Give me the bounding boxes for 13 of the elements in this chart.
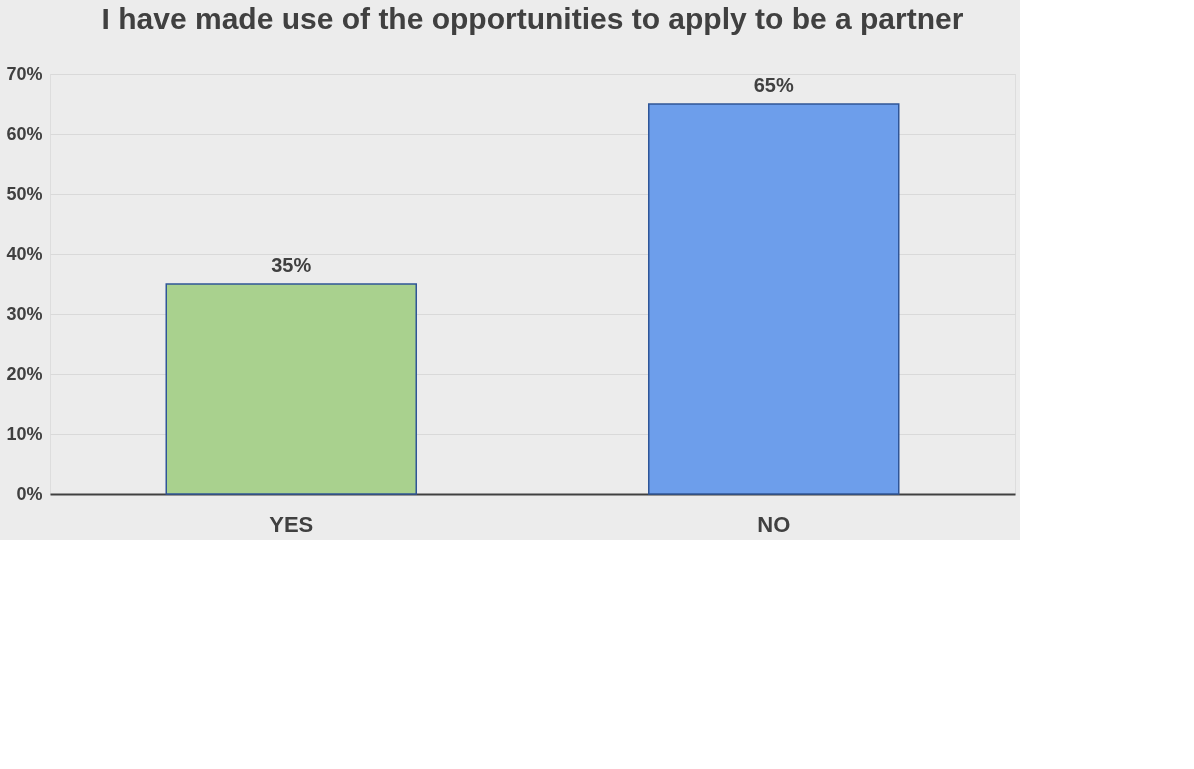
y-tick-label: 30% xyxy=(6,303,43,324)
y-tick-label: 60% xyxy=(6,123,43,144)
y-tick-label: 10% xyxy=(6,423,43,444)
chart-title: I have made use of the opportunities to apply to be a partner xyxy=(101,2,964,35)
y-tick-label: 50% xyxy=(6,183,43,204)
data-label: 35% xyxy=(271,254,312,276)
x-tick-label: YES xyxy=(269,511,314,537)
y-tick-label: 20% xyxy=(6,363,43,384)
y-tick-label: 0% xyxy=(16,483,43,504)
y-tick-label: 70% xyxy=(6,63,43,84)
data-label: 65% xyxy=(753,74,794,96)
y-tick-label: 40% xyxy=(6,243,43,264)
x-tick-label: NO xyxy=(757,511,791,537)
